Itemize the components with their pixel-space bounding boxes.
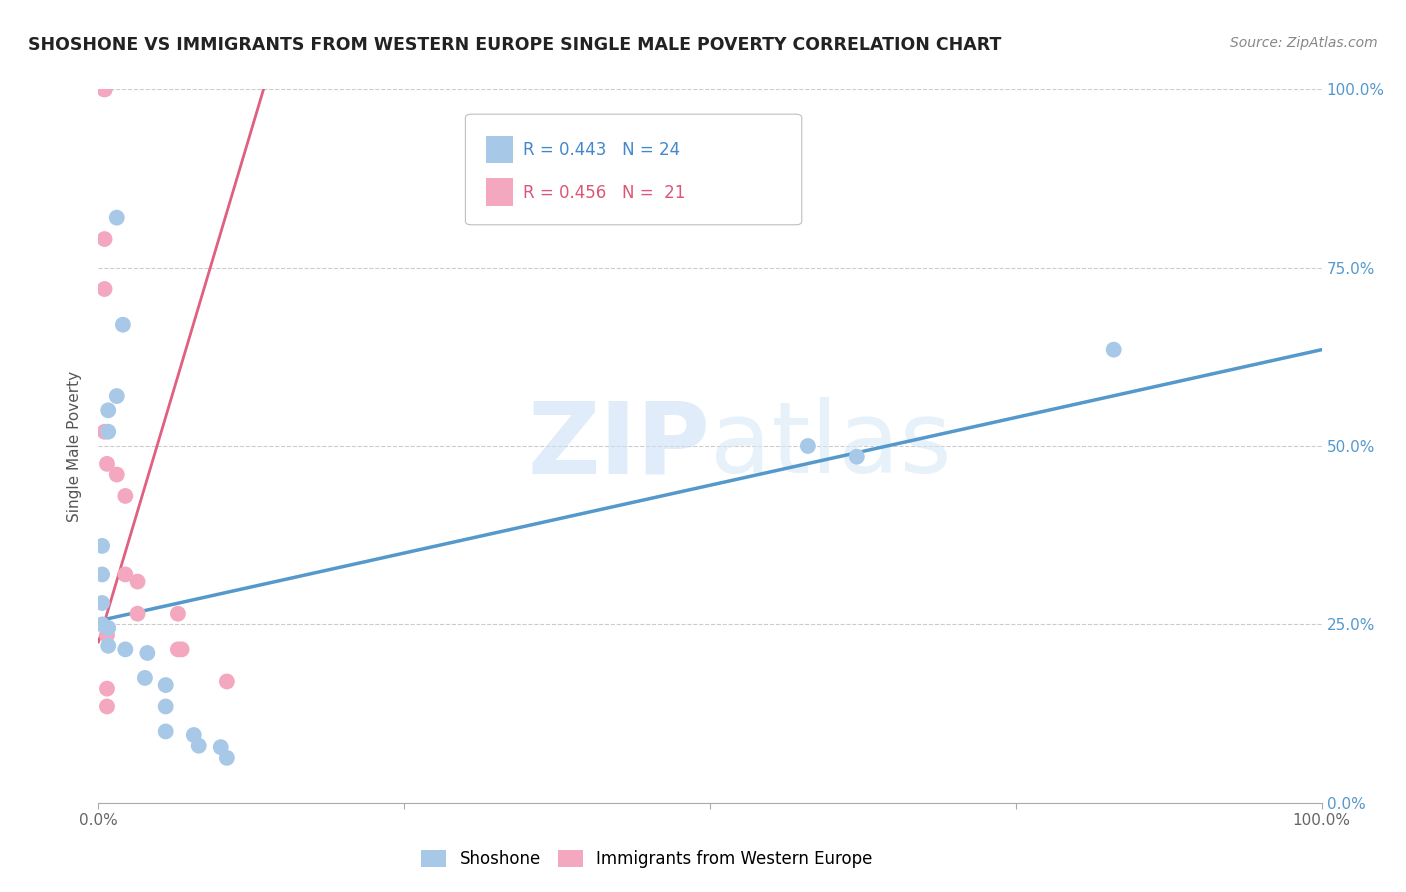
- Point: [96, 457, 118, 471]
- Point: [1102, 343, 1125, 357]
- Point: [93, 82, 115, 96]
- Text: R = 0.443   N = 24: R = 0.443 N = 24: [523, 141, 681, 159]
- Legend: Shoshone, Immigrants from Western Europe: Shoshone, Immigrants from Western Europe: [415, 843, 879, 875]
- Point: [114, 642, 136, 657]
- Point: [155, 724, 177, 739]
- Point: [96, 681, 118, 696]
- Text: Source: ZipAtlas.com: Source: ZipAtlas.com: [1230, 36, 1378, 50]
- Point: [167, 607, 190, 621]
- Point: [105, 389, 128, 403]
- Point: [183, 728, 205, 742]
- Bar: [486, 136, 513, 162]
- Point: [114, 567, 136, 582]
- FancyBboxPatch shape: [465, 114, 801, 225]
- Point: [93, 425, 115, 439]
- Point: [127, 574, 149, 589]
- Point: [97, 639, 120, 653]
- Point: [797, 439, 820, 453]
- Point: [170, 642, 193, 657]
- Point: [97, 403, 120, 417]
- Point: [127, 607, 149, 621]
- Bar: [486, 178, 513, 205]
- Point: [215, 751, 238, 765]
- Point: [93, 82, 115, 96]
- Point: [91, 596, 114, 610]
- Text: R = 0.456   N =  21: R = 0.456 N = 21: [523, 184, 685, 202]
- Point: [187, 739, 209, 753]
- Point: [97, 425, 120, 439]
- Point: [96, 628, 118, 642]
- Point: [134, 671, 156, 685]
- Point: [91, 567, 114, 582]
- Point: [845, 450, 868, 464]
- Y-axis label: Single Male Poverty: Single Male Poverty: [67, 370, 83, 522]
- Point: [93, 82, 115, 96]
- Point: [93, 282, 115, 296]
- Point: [215, 674, 238, 689]
- Text: SHOSHONE VS IMMIGRANTS FROM WESTERN EUROPE SINGLE MALE POVERTY CORRELATION CHART: SHOSHONE VS IMMIGRANTS FROM WESTERN EURO…: [28, 36, 1001, 54]
- Point: [91, 617, 114, 632]
- Point: [155, 699, 177, 714]
- Point: [114, 489, 136, 503]
- Point: [111, 318, 134, 332]
- Point: [97, 621, 120, 635]
- Point: [93, 82, 115, 96]
- Point: [91, 539, 114, 553]
- Point: [209, 740, 232, 755]
- Point: [96, 699, 118, 714]
- Point: [105, 211, 128, 225]
- Text: ZIP: ZIP: [527, 398, 710, 494]
- Point: [167, 642, 190, 657]
- Point: [105, 467, 128, 482]
- Point: [93, 82, 115, 96]
- Point: [155, 678, 177, 692]
- Point: [136, 646, 159, 660]
- Point: [93, 232, 115, 246]
- Text: atlas: atlas: [710, 398, 952, 494]
